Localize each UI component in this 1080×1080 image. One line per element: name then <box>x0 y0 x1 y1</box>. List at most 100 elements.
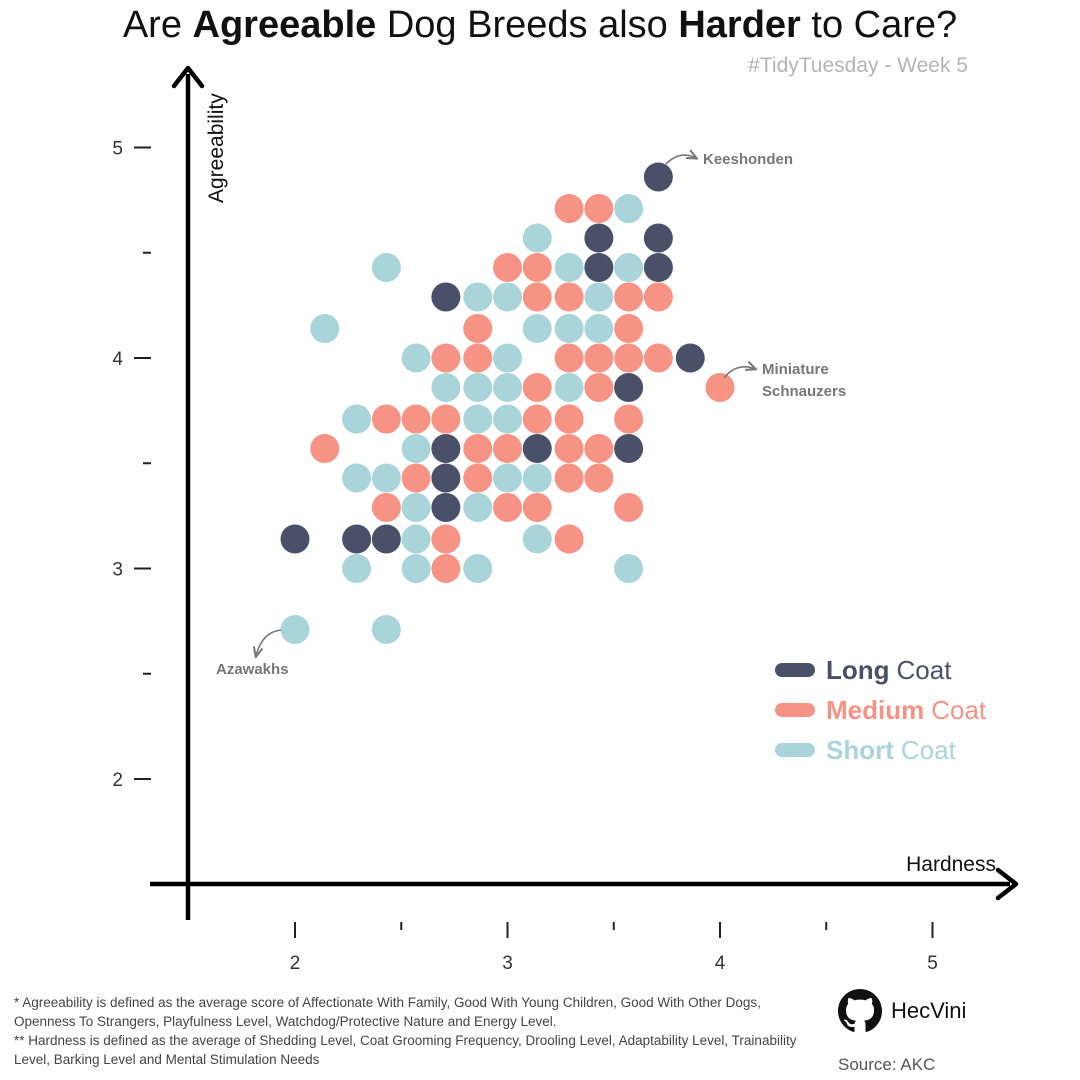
data-point-medium-38 <box>431 524 461 554</box>
y-tick-label-4: 4 <box>112 349 123 370</box>
data-point-medium-27 <box>493 434 522 464</box>
data-point-short-9 <box>522 314 552 344</box>
data-point-medium-7 <box>643 282 673 312</box>
data-point-short-11 <box>584 314 614 344</box>
data-point-medium-4 <box>522 282 552 312</box>
axes: Hardness Agreeability <box>150 65 1019 920</box>
data-point-long-15 <box>371 524 401 554</box>
legend: Long Coat Medium Coat Short Coat <box>775 650 986 770</box>
data-point-short-12 <box>401 343 431 373</box>
data-point-short-33 <box>614 554 644 583</box>
data-point-medium-34 <box>371 492 401 522</box>
x-tick-label-6: 5 <box>927 953 938 974</box>
keeshonden-label: Keeshonden <box>703 151 793 168</box>
data-point-medium-20 <box>401 404 431 434</box>
credit: HecVini Source: AKC <box>838 989 966 1075</box>
data-point-short-0 <box>614 194 644 224</box>
data-point-long-5 <box>431 282 461 312</box>
data-point-medium-24 <box>614 404 644 434</box>
data-point-long-9 <box>522 434 552 464</box>
legend-swatch-short <box>775 743 815 757</box>
data-point-long-3 <box>584 252 614 282</box>
data-point-short-4 <box>614 252 644 282</box>
data-point-medium-23 <box>554 404 584 434</box>
github-icon[interactable] <box>838 989 882 1033</box>
data-point-medium-15 <box>643 343 673 373</box>
footnote-agreeability: * Agreeability is defined as the average… <box>14 995 761 1029</box>
data-point-short-20 <box>493 404 522 434</box>
data-point-short-13 <box>493 343 522 373</box>
x-axis-arrowhead <box>995 867 1019 901</box>
data-point-long-12 <box>431 492 461 522</box>
data-point-medium-32 <box>554 463 584 493</box>
data-point-long-4 <box>643 252 673 282</box>
legend-label-long-rest: Coat <box>896 654 952 685</box>
data-point-long-2 <box>643 223 673 253</box>
data-point-long-0 <box>643 162 673 192</box>
data-point-short-29 <box>522 524 552 554</box>
y-tick-label-2: 3 <box>112 560 123 581</box>
data-point-short-32 <box>463 554 493 583</box>
data-point-short-22 <box>342 463 372 493</box>
data-point-medium-37 <box>614 492 644 522</box>
footnote: * Agreeability is defined as the average… <box>14 993 814 1069</box>
x-tick-label-2: 3 <box>502 953 513 974</box>
data-point-medium-10 <box>431 343 461 373</box>
data-point-medium-25 <box>310 434 340 464</box>
data-point-medium-11 <box>463 343 493 373</box>
source-credit: Source: AKC <box>838 1055 936 1074</box>
data-point-medium-17 <box>522 372 552 402</box>
y-tick-label-0: 2 <box>112 770 123 791</box>
legend-item-long: Long Coat <box>775 650 986 690</box>
author-name[interactable]: HecVini <box>891 998 967 1023</box>
data-point-medium-3 <box>522 252 552 282</box>
data-point-short-3 <box>554 252 584 282</box>
data-point-short-2 <box>371 252 401 282</box>
data-point-medium-13 <box>584 343 614 373</box>
chart-title: Are Agreeable Dog Breeds also Harder to … <box>122 4 958 46</box>
legend-item-short: Short Coat <box>775 730 986 770</box>
x-axis-label: Hardness <box>906 853 996 876</box>
data-point-long-10 <box>614 434 644 464</box>
data-point-medium-36 <box>522 492 552 522</box>
data-point-short-10 <box>554 314 584 344</box>
axis-ticks: 2 3 4 5 2 3 4 5 <box>112 139 937 975</box>
data-point-long-14 <box>342 524 372 554</box>
data-point-medium-21 <box>431 404 461 434</box>
miniature-schnauzers-label: Miniature Schnauzers <box>762 361 846 400</box>
data-point-medium-33 <box>584 463 614 493</box>
data-point-medium-14 <box>614 343 644 373</box>
data-point-medium-19 <box>371 404 401 434</box>
data-point-short-16 <box>493 372 522 402</box>
x-tick-label-0: 2 <box>290 953 301 974</box>
y-tick-label-6: 5 <box>112 139 123 160</box>
data-point-medium-30 <box>401 463 431 493</box>
data-point-medium-28 <box>554 434 584 464</box>
data-point-medium-18 <box>584 372 614 402</box>
data-point-short-17 <box>554 372 584 402</box>
data-point-medium-6 <box>614 282 644 312</box>
data-point-short-14 <box>431 372 461 402</box>
data-point-medium-31 <box>463 463 493 493</box>
data-point-medium-2 <box>493 252 522 282</box>
chart-subtitle: #TidyTuesday - Week 5 <box>748 54 968 77</box>
data-point-medium-12 <box>554 343 584 373</box>
annotations: Keeshonden Miniature Schnauzers Azawakhs <box>216 151 846 678</box>
data-point-long-11 <box>431 463 461 493</box>
data-point-medium-1 <box>584 194 614 224</box>
data-point-medium-8 <box>463 314 493 344</box>
legend-swatch-long <box>775 663 815 677</box>
legend-swatch-medium <box>775 703 815 717</box>
data-points <box>280 162 735 645</box>
author: HecVini <box>838 989 966 1033</box>
data-point-short-30 <box>342 554 372 583</box>
data-point-short-27 <box>463 492 493 522</box>
data-point-medium-26 <box>463 434 493 464</box>
legend-label-medium-bold: Medium <box>826 694 925 725</box>
data-point-short-26 <box>401 492 431 522</box>
data-point-medium-0 <box>554 194 584 224</box>
data-point-short-1 <box>522 223 552 253</box>
data-point-medium-29 <box>584 434 614 464</box>
x-tick-label-4: 4 <box>715 953 726 974</box>
data-point-short-28 <box>401 524 431 554</box>
